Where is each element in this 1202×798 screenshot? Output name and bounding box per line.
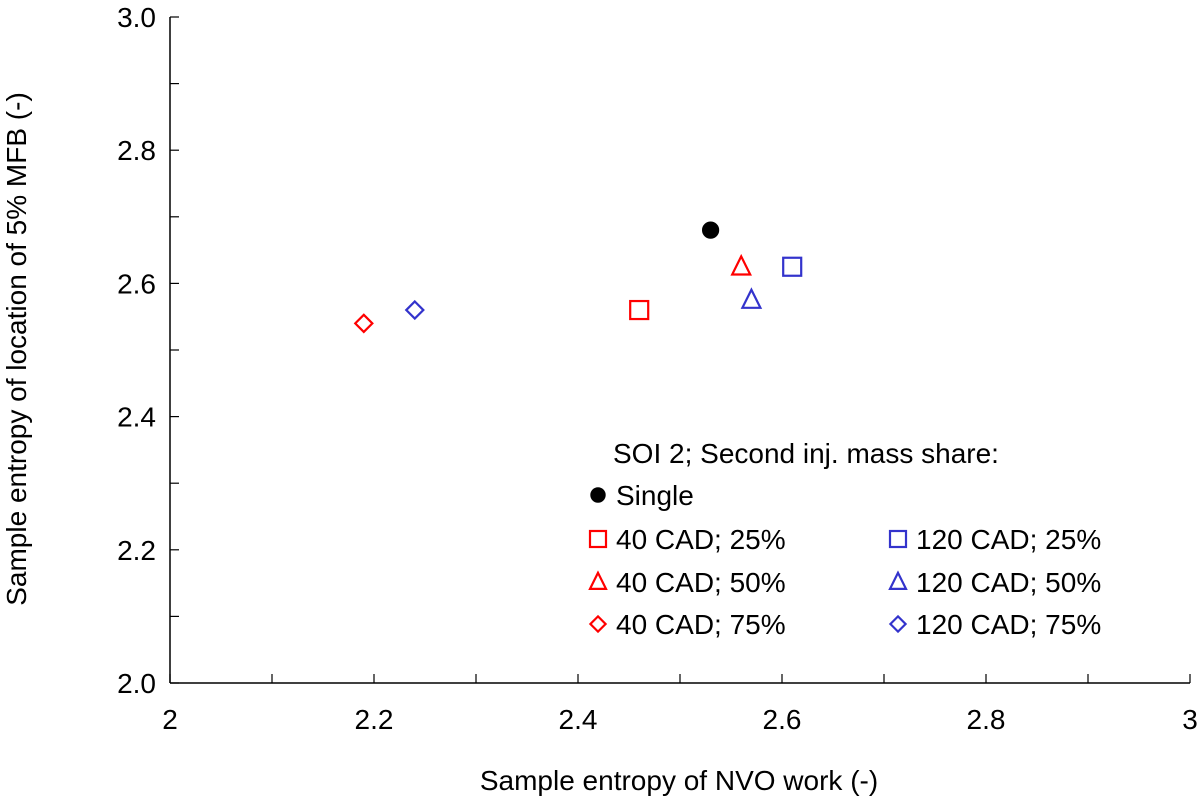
y-tick-label: 2.0 [117, 668, 156, 699]
x-tick-label: 3 [1182, 704, 1198, 735]
legend-marker-40-cad-75 [588, 614, 608, 634]
data-point-120-cad-25 [782, 256, 803, 277]
data-point-40-cad-25 [629, 299, 650, 321]
x-tick-label: 2.6 [763, 704, 802, 735]
legend-marker-120-cad-50 [888, 570, 908, 591]
y-tick-label: 2.6 [117, 268, 156, 299]
legend-marker-40-cad-25 [588, 529, 608, 549]
data-point-single [702, 221, 720, 239]
ticks: 2.0 2.2 2.4 2.6 2.8 3.0 2 2.2 2.4 2.6 2.8 3 [117, 2, 1198, 735]
data-points [353, 221, 803, 334]
data-point-120-cad-50 [740, 287, 763, 309]
data-point-40-cad-75 [353, 313, 374, 334]
x-tick-label: 2.8 [967, 704, 1006, 735]
data-point-120-cad-75 [404, 299, 425, 321]
legend-marker-40-cad-50 [588, 570, 608, 591]
x-tick-label: 2.4 [559, 704, 598, 735]
legend: SOI 2; Second inj. mass share: Single 40 … [588, 438, 1101, 640]
legend-marker-120-cad-75 [888, 614, 908, 634]
legend-label-120-cad-75: 120 CAD; 75% [916, 609, 1101, 640]
y-tick-label: 2.2 [117, 535, 156, 566]
x-axis-title: Sample entropy of NVO work (-) [480, 765, 878, 796]
y-tick-label: 2.8 [117, 135, 156, 166]
legend-label-40-cad-75: 40 CAD; 75% [616, 609, 786, 640]
legend-label-120-cad-25: 120 CAD; 25% [916, 524, 1101, 555]
y-axis-title: Sample entropy of location of 5% MFB (-) [1, 92, 32, 606]
y-tick-label: 2.4 [117, 402, 156, 433]
y-tick-label: 3.0 [117, 2, 156, 33]
x-tick-label: 2.2 [355, 704, 394, 735]
x-tick-label: 2 [162, 704, 178, 735]
legend-marker-120-cad-25 [888, 529, 908, 549]
legend-label-120-cad-50: 120 CAD; 50% [916, 567, 1101, 598]
legend-marker-single [590, 487, 606, 503]
legend-label-single: Single [616, 480, 694, 511]
legend-title: SOI 2; Second inj. mass share: [613, 438, 999, 469]
legend-label-40-cad-50: 40 CAD; 50% [616, 567, 786, 598]
data-point-40-cad-50 [730, 253, 752, 276]
legend-label-40-cad-25: 40 CAD; 25% [616, 524, 786, 555]
